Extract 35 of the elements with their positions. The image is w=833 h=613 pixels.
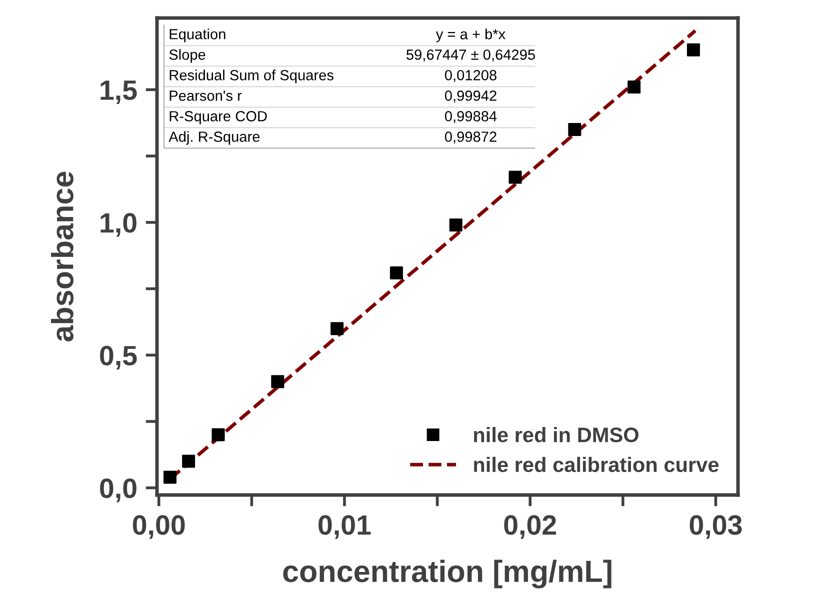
y-tick-label: 0,0 [100, 478, 136, 502]
x-tick-label: 0,02 [504, 515, 556, 539]
point [271, 375, 284, 388]
annotation: Slope [169, 49, 206, 63]
point [163, 470, 176, 484]
x-tick-label: 0,03 [690, 515, 742, 539]
y-tick-label: 1,0 [100, 213, 136, 237]
annotation: Pearson's r [170, 90, 242, 101]
point [628, 80, 641, 94]
annotation: Residual Sum of Squares [170, 70, 334, 84]
point [568, 122, 582, 136]
y-axis-title: absorbance [51, 172, 74, 342]
point [330, 322, 344, 336]
y-tick-label: 0,5 [100, 346, 137, 370]
annotation: 0,99942 [444, 90, 496, 103]
annotation: Adj. R-Square [168, 131, 260, 145]
point [182, 454, 196, 468]
x-axis-title: concentration [mg/mL] [283, 560, 612, 588]
annotation: R-Square COD [170, 111, 267, 124]
annotation: Equation [170, 28, 226, 42]
annotation: 0,99884 [444, 111, 497, 124]
annotation: 0,99872 [444, 132, 496, 144]
point [390, 266, 403, 280]
annotation: 59,67447 ± 0,64295 [406, 50, 535, 62]
point [508, 170, 522, 184]
x-tick-label: 0,01 [318, 515, 371, 539]
x-tick-label: 0,00 [132, 515, 185, 539]
annotation: y = a + b*x [436, 28, 506, 42]
annotation: 0,01208 [444, 70, 496, 82]
legend-label: nile red calibration curve [474, 456, 719, 472]
legend-label: nile red in DMSO [474, 426, 638, 442]
point [449, 218, 462, 232]
point [212, 428, 225, 442]
point [686, 43, 700, 56]
y-tick-label: 1,5 [100, 80, 137, 104]
